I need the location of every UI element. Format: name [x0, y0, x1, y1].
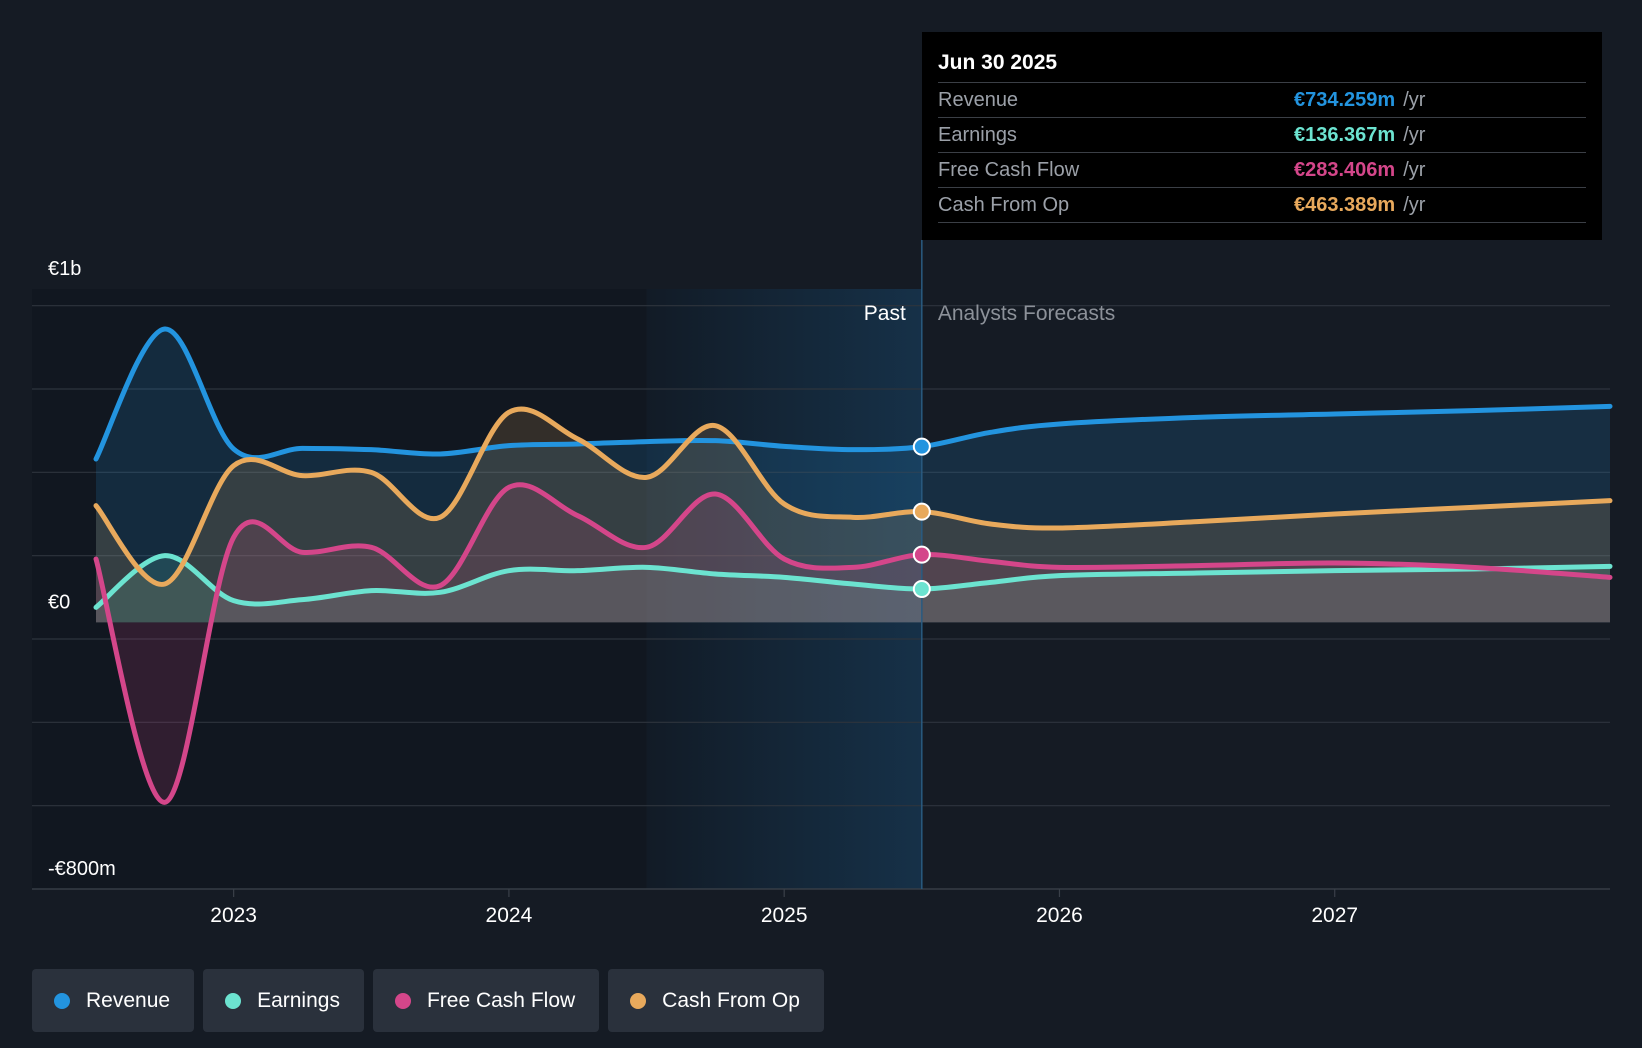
legend-item-cash-from-op[interactable]: Cash From Op	[608, 969, 824, 1032]
legend-dot-icon	[54, 992, 70, 1009]
legend-dot-icon	[225, 992, 242, 1009]
tooltip-unit: /yr	[1403, 89, 1426, 111]
marker-earnings	[912, 580, 931, 598]
tooltip: Jun 30 2025 Revenue €734.259m /yr Earnin…	[922, 32, 1602, 240]
x-tick-label: 2027	[1311, 904, 1358, 927]
tooltip-label: Free Cash Flow	[938, 159, 1080, 181]
marker-revenue	[912, 437, 931, 456]
tooltip-unit: /yr	[1403, 159, 1426, 181]
tooltip-date: Jun 30 2025	[938, 46, 1586, 83]
tooltip-row-earnings: Earnings €136.367m /yr	[938, 118, 1586, 153]
tooltip-row-revenue: Revenue €734.259m /yr	[938, 83, 1586, 118]
line-revenue	[93, 326, 1613, 462]
y-tick-label: €0	[48, 591, 70, 613]
area-earnings	[96, 555, 1610, 623]
line-cash-from-op	[93, 406, 1613, 587]
legend-label: Cash From Op	[662, 988, 800, 1012]
line-earnings	[93, 553, 1613, 610]
legend-item-earnings[interactable]: Earnings	[203, 969, 364, 1032]
x-tick-label: 2023	[210, 904, 257, 927]
tooltip-value: €283.406m	[1294, 159, 1396, 181]
area-cash-from-op	[96, 409, 1610, 623]
tooltip-row-free-cash-flow: Free Cash Flow €283.406m /yr	[938, 153, 1586, 188]
tooltip-label: Earnings	[938, 124, 1017, 146]
tooltip-label: Revenue	[938, 89, 1019, 111]
y-tick-label: -€800m	[48, 858, 116, 880]
marker-free-cash-flow	[912, 545, 931, 564]
legend: Revenue Earnings Free Cash Flow Cash Fro…	[32, 969, 824, 1032]
tooltip-value: €734.259m	[1294, 89, 1396, 111]
tooltip-value: €136.367m	[1294, 124, 1396, 146]
area-free-cash-flow	[96, 484, 1610, 803]
area-revenue	[96, 328, 1610, 623]
y-tick-label: €1b	[48, 258, 81, 280]
legend-dot-icon	[630, 992, 647, 1009]
legend-label: Free Cash Flow	[426, 988, 576, 1012]
tooltip-value: €463.389m	[1294, 194, 1396, 216]
tooltip-row-cash-from-op: Cash From Op €463.389m /yr	[938, 188, 1586, 223]
tooltip-unit: /yr	[1403, 194, 1426, 216]
marker-cash-from-op	[912, 502, 931, 521]
line-free-cash-flow	[93, 482, 1613, 805]
legend-label: Revenue	[86, 988, 171, 1012]
x-tick-label: 2024	[486, 904, 533, 927]
legend-dot-icon	[394, 992, 411, 1009]
past-label: Past	[864, 302, 906, 325]
tooltip-label: Cash From Op	[938, 194, 1070, 216]
tooltip-unit: /yr	[1403, 124, 1426, 146]
legend-item-revenue[interactable]: Revenue	[32, 969, 195, 1032]
legend-label: Earnings	[257, 988, 340, 1012]
x-tick-label: 2025	[761, 904, 808, 927]
x-tick-label: 2026	[1036, 904, 1083, 927]
forecast-label: Analysts Forecasts	[938, 302, 1115, 325]
legend-item-free-cash-flow[interactable]: Free Cash Flow	[372, 969, 600, 1032]
